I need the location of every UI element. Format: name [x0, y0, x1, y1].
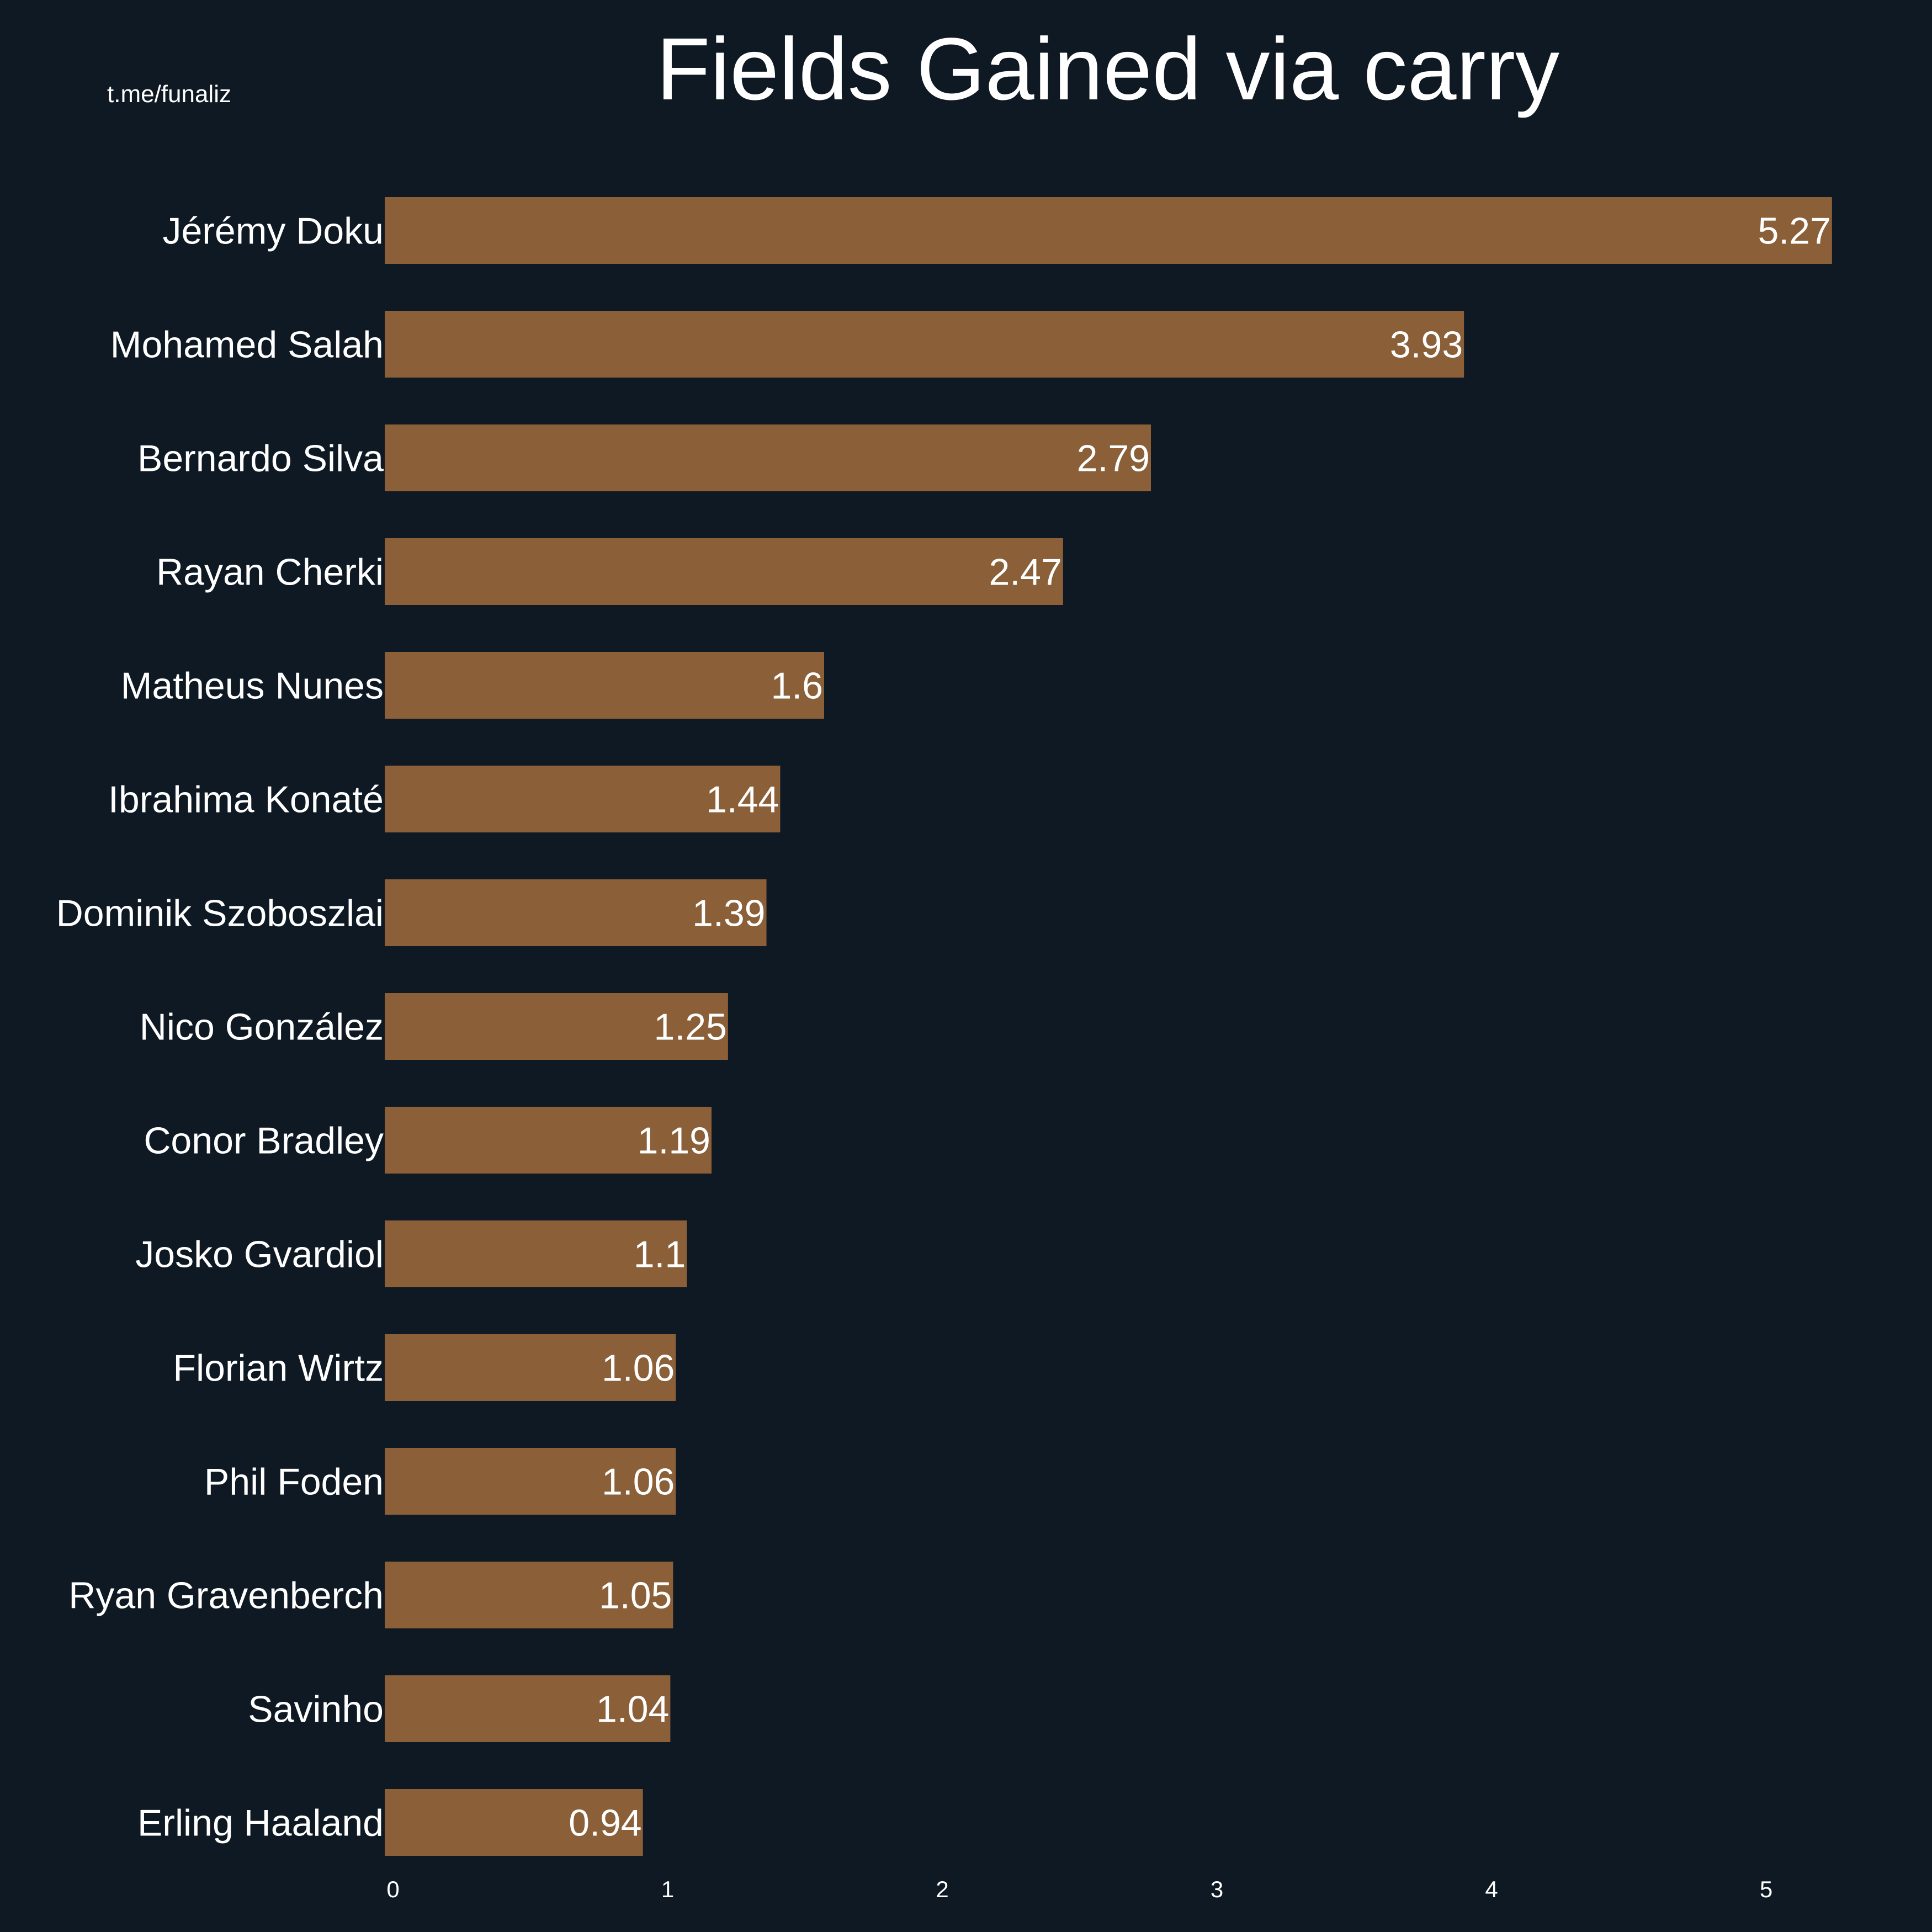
data-label: 1.39 — [692, 893, 765, 935]
bar — [385, 538, 1063, 605]
data-label: 1.1 — [634, 1234, 686, 1276]
category-label: Dominik Szoboszlai — [56, 893, 384, 935]
category-label: Ryan Gravenberch — [68, 1575, 384, 1617]
bar — [385, 311, 1464, 378]
category-label: Matheus Nunes — [121, 665, 384, 707]
data-label: 1.6 — [771, 665, 823, 707]
chart-title: Fields Gained via carry — [656, 19, 1560, 118]
data-label: 2.79 — [1077, 438, 1150, 480]
data-label: 0.94 — [569, 1802, 641, 1844]
data-label: 5.27 — [1758, 210, 1830, 252]
bar — [385, 1334, 676, 1401]
data-label: 1.04 — [596, 1689, 669, 1731]
x-tick-label: 3 — [1211, 1876, 1223, 1902]
bar — [385, 197, 1832, 264]
category-label: Bernardo Silva — [137, 438, 384, 480]
category-label: Florian Wirtz — [173, 1347, 384, 1389]
bar — [385, 652, 824, 719]
bar — [385, 1107, 712, 1174]
category-label: Erling Haaland — [137, 1802, 384, 1844]
bar — [385, 1448, 676, 1515]
x-tick-label: 5 — [1760, 1876, 1772, 1902]
bar — [385, 766, 781, 832]
bar — [385, 1675, 671, 1742]
category-label: Rayan Cherki — [156, 551, 384, 593]
data-label: 1.19 — [638, 1120, 710, 1162]
category-label: Josko Gvardiol — [135, 1234, 384, 1276]
data-label: 3.93 — [1390, 324, 1463, 366]
data-label: 1.05 — [599, 1575, 672, 1617]
data-label: 1.06 — [602, 1461, 675, 1503]
data-label: 1.06 — [602, 1347, 675, 1389]
category-label: Nico González — [140, 1006, 384, 1048]
x-tick-label: 0 — [386, 1876, 399, 1902]
category-label: Mohamed Salah — [110, 324, 384, 366]
bar — [385, 1789, 643, 1856]
category-label: Ibrahima Konaté — [108, 779, 384, 821]
x-tick-label: 4 — [1485, 1876, 1498, 1902]
x-tick-label: 1 — [661, 1876, 674, 1902]
x-tick-label: 2 — [936, 1876, 948, 1902]
data-label: 1.44 — [706, 779, 779, 821]
category-label: Phil Foden — [204, 1461, 384, 1503]
bar — [385, 424, 1151, 491]
bar — [385, 993, 728, 1060]
bar — [385, 879, 767, 946]
data-label: 1.25 — [654, 1006, 727, 1048]
category-label: Savinho — [248, 1689, 384, 1731]
category-label: Conor Bradley — [144, 1120, 384, 1162]
bar — [385, 1562, 673, 1628]
category-label: Jérémy Doku — [162, 210, 384, 252]
data-label: 2.47 — [989, 551, 1061, 593]
bar — [385, 1220, 687, 1287]
watermark: t.me/funaliz — [107, 81, 231, 108]
